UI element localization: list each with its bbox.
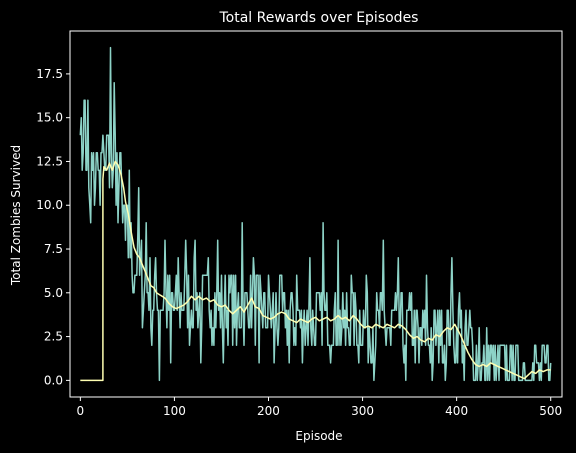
x-tick-label: 100 [163,404,186,418]
plot-area [79,46,552,382]
raw-reward-line [79,46,552,382]
x-tick-label: 500 [539,404,562,418]
y-tick-label: 12.5 [36,154,63,168]
x-tick-label: 200 [257,404,280,418]
y-tick-label: 17.5 [36,67,63,81]
y-tick-label: 2.5 [44,330,63,344]
y-tick-label: 0.0 [44,373,63,387]
y-tick-label: 7.5 [44,242,63,256]
x-tick-label: 300 [351,404,374,418]
y-axis-label: Total Zombies Survived [9,145,23,286]
y-tick-label: 5.0 [44,286,63,300]
x-tick-label: 400 [445,404,468,418]
x-axis-label: Episode [295,429,342,443]
axes: 0 100 200 300 400 500 0.0 2.5 5.0 7.5 10.0 12.5 15.0… [36,30,563,418]
x-tick-label: 0 [77,404,85,418]
y-tick-label: 15.0 [36,111,63,125]
axes-frame [69,30,563,398]
chart-title: Total Rewards over Episodes [219,10,419,26]
y-tick-label: 10.0 [36,198,63,212]
moving-average-line [80,160,551,382]
